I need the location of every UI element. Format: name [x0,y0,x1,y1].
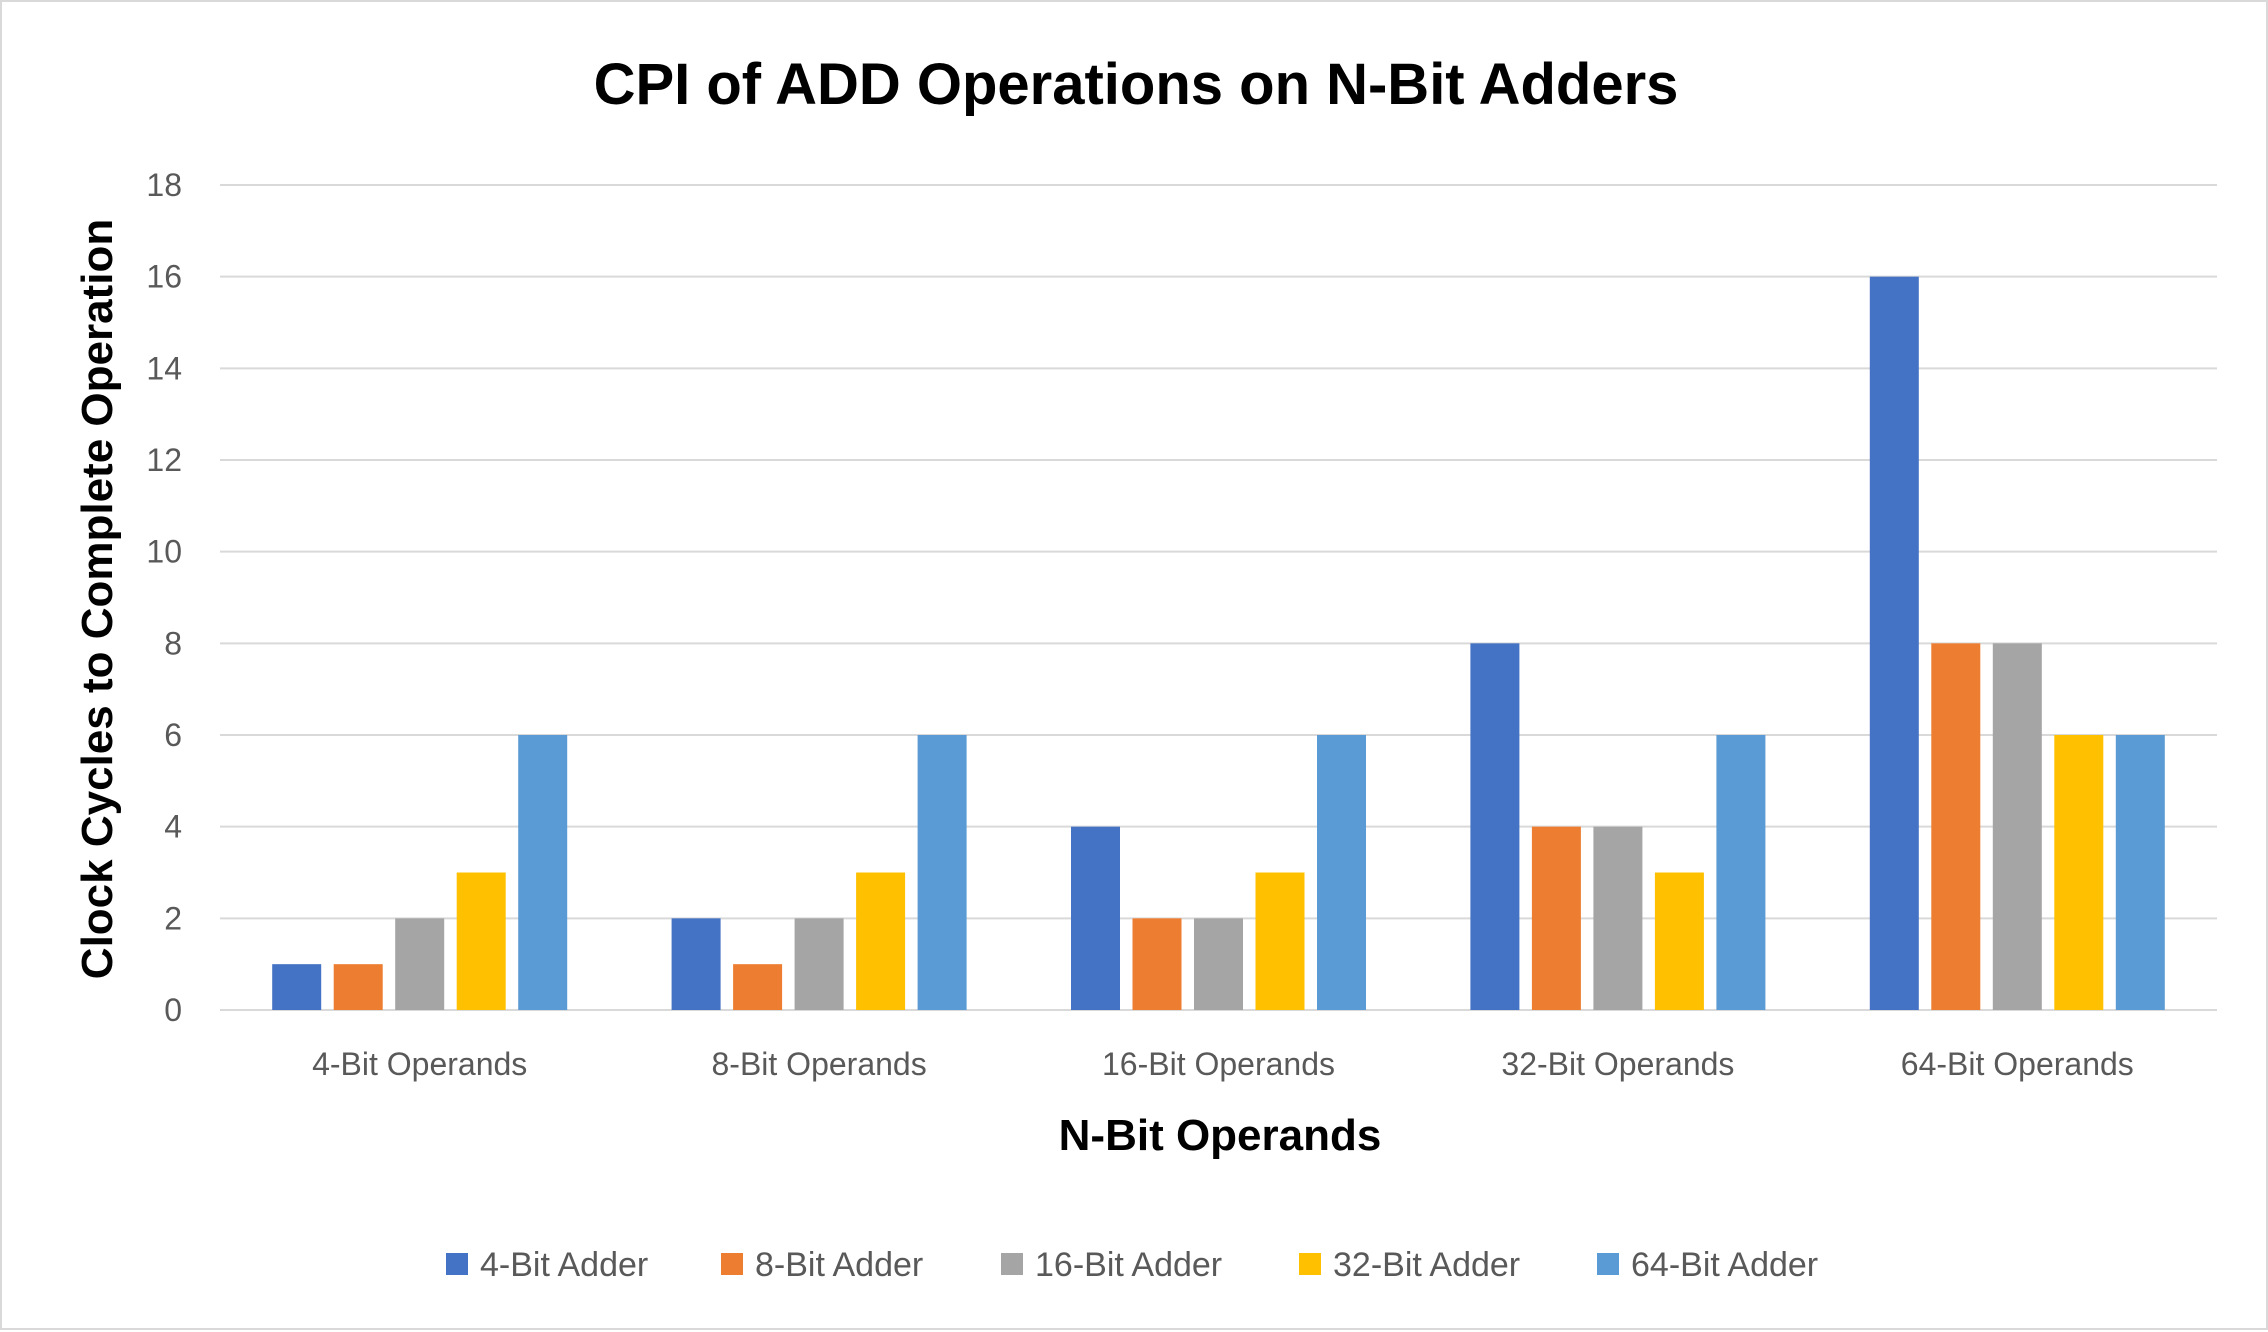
legend-label: 16-Bit Adder [1035,1246,1222,1284]
legend-swatch [1597,1253,1619,1275]
y-tick-label: 14 [146,350,182,386]
legend-label: 8-Bit Adder [755,1246,923,1284]
bar-64-bit-adder-32-bit-operands [1716,735,1766,1010]
bar-8-bit-adder-64-bit-operands [1931,643,1981,1010]
legend-swatch [1001,1253,1023,1275]
bar-32-bit-adder-4-bit-operands [456,872,506,1010]
legend-swatch [1299,1253,1321,1275]
x-axis-ticks: 4-Bit Operands 8-Bit Operands 16-Bit Opera… [312,1046,2134,1082]
bar-4-bit-adder-32-bit-operands [1470,643,1520,1010]
x-tick-label: 4-Bit Operands [312,1046,527,1082]
bar-16-bit-adder-4-bit-operands [395,918,445,1010]
legend: 4-Bit Adder 8-Bit Adder 16-Bit Adder 32-Bit… [446,1246,1818,1284]
bar-32-bit-adder-8-bit-operands [856,872,906,1010]
bar-4-bit-adder-64-bit-operands [1869,276,1919,1011]
y-tick-label: 18 [146,167,182,203]
bar-8-bit-adder-4-bit-operands [333,964,383,1010]
bar-32-bit-adder-64-bit-operands [2054,735,2104,1010]
x-axis-title: N-Bit Operands [1059,1111,1382,1160]
y-tick-label: 12 [146,442,182,478]
x-tick-label: 8-Bit Operands [711,1046,926,1082]
bar-16-bit-adder-16-bit-operands [1194,918,1243,1010]
bar-4-bit-adder-16-bit-operands [1071,826,1120,1010]
bars [272,276,2165,1011]
y-tick-label: 0 [164,992,182,1028]
chart-title: CPI of ADD Operations on N-Bit Adders [594,52,1679,117]
bar-16-bit-adder-64-bit-operands [1992,643,2042,1010]
y-tick-label: 8 [164,625,182,661]
bar-64-bit-adder-16-bit-operands [1317,735,1366,1010]
y-tick-label: 16 [146,259,182,295]
bar-32-bit-adder-16-bit-operands [1255,872,1305,1010]
x-tick-label: 16-Bit Operands [1102,1046,1335,1082]
legend-label: 4-Bit Adder [480,1246,648,1284]
legend-label: 32-Bit Adder [1333,1246,1520,1284]
bar-8-bit-adder-16-bit-operands [1132,918,1182,1010]
y-tick-label: 10 [146,534,182,570]
legend-swatch [721,1253,743,1275]
bar-64-bit-adder-4-bit-operands [518,735,568,1010]
legend-swatch [446,1253,468,1275]
bar-64-bit-adder-64-bit-operands [2115,735,2165,1010]
x-tick-label: 64-Bit Operands [1901,1046,2134,1082]
y-axis-ticks: 0 2 4 6 8 10 12 14 16 18 [146,167,182,1028]
bar-4-bit-adder-8-bit-operands [671,918,721,1010]
x-tick-label: 32-Bit Operands [1501,1046,1734,1082]
bar-8-bit-adder-32-bit-operands [1531,826,1581,1010]
bar-16-bit-adder-8-bit-operands [794,918,844,1010]
bar-4-bit-adder-4-bit-operands [272,964,322,1010]
y-axis-title: Clock Cycles to Complete Operation [73,219,122,979]
bar-64-bit-adder-8-bit-operands [917,735,967,1010]
y-tick-label: 4 [164,809,182,845]
legend-label: 64-Bit Adder [1631,1246,1818,1284]
y-tick-label: 6 [164,717,182,753]
bar-8-bit-adder-8-bit-operands [733,964,783,1010]
bar-16-bit-adder-32-bit-operands [1593,826,1643,1010]
y-tick-label: 2 [164,900,182,936]
bar-32-bit-adder-32-bit-operands [1654,872,1704,1010]
